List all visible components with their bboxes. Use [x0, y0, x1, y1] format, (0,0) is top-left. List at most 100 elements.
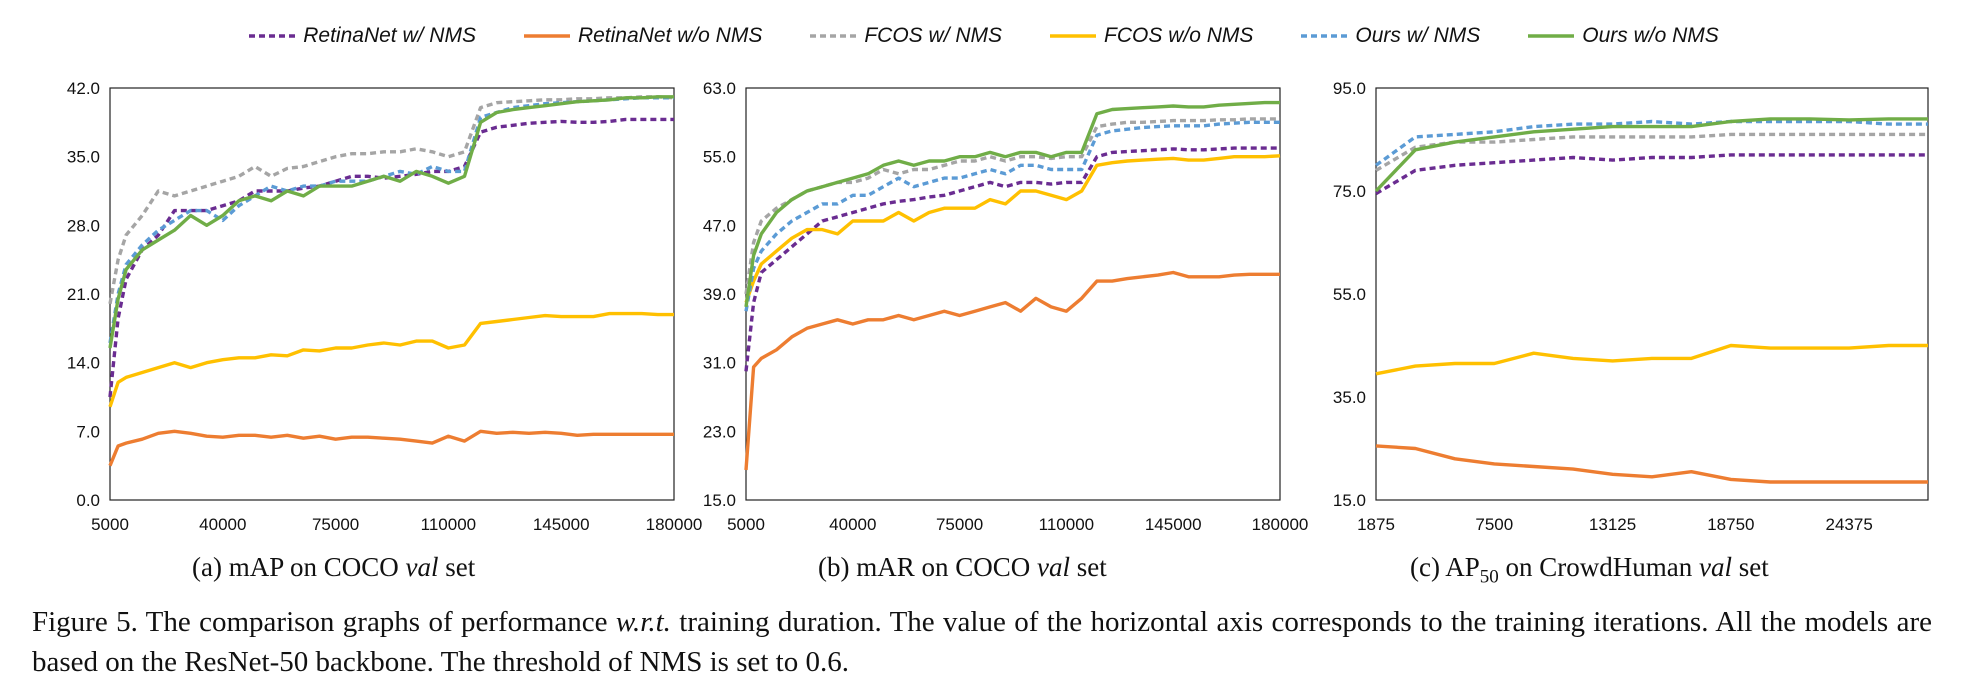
caption-b-em: val: [1037, 552, 1071, 582]
x-tick-label: 180000: [646, 515, 703, 534]
caption-c: (c) AP50 on CrowdHuman val set: [1410, 552, 1769, 588]
y-tick-label: 15.0: [1333, 491, 1366, 510]
series-line: [744, 100, 1280, 308]
chart-a: 0.0 7.0 14.0 21.0 28.0 35.0 42.0 5000 40000 75000…: [67, 79, 702, 534]
figure-caption-text-1: The comparison graphs of performance: [137, 606, 616, 638]
y-tick-label: 95.0: [1333, 79, 1366, 98]
series-line: [744, 120, 1280, 312]
x-tick-label: 5000: [727, 515, 765, 534]
series-line: [1375, 119, 1928, 167]
figure-caption-label: Figure 5.: [32, 606, 138, 638]
y-tick-label: 63.0: [703, 79, 736, 98]
x-tick-label: 7500: [1475, 515, 1513, 534]
legend-label: Ours w/o NMS: [1582, 24, 1719, 47]
series-line: [744, 270, 1280, 471]
figure-caption-text-2: training duration. The value of the hori…: [32, 606, 1932, 678]
legend-item: Ours w/ NMS: [1299, 24, 1480, 48]
caption-a-suffix: set: [438, 552, 476, 582]
legend-swatch: [1050, 34, 1097, 38]
plot-frame: [1375, 87, 1929, 501]
x-tick-label: 18750: [1707, 515, 1754, 534]
series-line: [744, 117, 1280, 295]
caption-a-em: val: [405, 552, 439, 582]
caption-c-mid: on CrowdHuman: [1498, 552, 1699, 582]
y-tick-label: 7.0: [76, 422, 100, 441]
series-line: [744, 146, 1280, 372]
y-tick-label: 75.0: [1333, 182, 1366, 201]
legend-label: RetinaNet w/ NMS: [303, 24, 476, 47]
plot-frame: [745, 87, 1281, 501]
x-tick-label: 75000: [936, 515, 983, 534]
legend-label: Ours w/ NMS: [1355, 24, 1481, 47]
y-tick-label: 42.0: [67, 79, 100, 98]
chart-b: 15.0 23.0 31.0 39.0 47.0 55.0 63.0 5000 40000 750…: [703, 79, 1308, 534]
legend-label: FCOS w/ NMS: [864, 24, 1003, 47]
legend-item: FCOS w/ NMS: [808, 24, 1002, 48]
caption-c-sub: 50: [1479, 566, 1499, 588]
x-tick-label: 75000: [312, 515, 359, 534]
x-tick-label: 1875: [1357, 515, 1395, 534]
y-tick-label: 39.0: [703, 285, 736, 304]
legend-swatch: [523, 34, 570, 38]
y-tick-label: 55.0: [1333, 285, 1366, 304]
caption-b: (b) mAR on COCO val set: [818, 552, 1107, 583]
y-tick-label: 55.0: [703, 148, 736, 167]
legend-item: Ours w/o NMS: [1526, 24, 1719, 48]
legend-swatch: [249, 34, 296, 38]
series-line: [1375, 343, 1928, 376]
series-line: [108, 95, 674, 349]
legend-label: RetinaNet w/o NMS: [577, 24, 763, 47]
series-line: [108, 96, 674, 344]
y-tick-label: 31.0: [703, 354, 736, 373]
y-tick-label: 35.0: [67, 148, 100, 167]
legend-swatch: [1528, 34, 1575, 38]
y-tick-label: 15.0: [703, 491, 736, 510]
legend-item: RetinaNet w/o NMS: [522, 24, 762, 48]
x-tick-label: 5000: [91, 515, 129, 534]
x-tick-label: 40000: [829, 515, 876, 534]
plot-frame: [109, 87, 675, 501]
x-tick-label: 110000: [421, 515, 476, 534]
y-tick-label: 21.0: [67, 285, 100, 304]
legend-swatch: [1301, 34, 1348, 38]
chart-c: 15.0 35.0 55.0 75.0 95.0 1875 7500 13125 18750 24…: [1333, 79, 1929, 534]
chart-legend: RetinaNet w/ NMS RetinaNet w/o NMS FCOS w/…: [0, 18, 1966, 54]
caption-a-prefix: (a) mAP on COCO: [192, 552, 406, 582]
caption-a: (a) mAP on COCO val set: [192, 552, 475, 583]
legend-label: FCOS w/o NMS: [1104, 24, 1254, 47]
series-line: [108, 117, 674, 398]
y-tick-label: 0.0: [76, 491, 100, 510]
x-tick-label: 180000: [1252, 515, 1309, 534]
x-tick-label: 145000: [1145, 515, 1202, 534]
y-tick-label: 23.0: [703, 422, 736, 441]
series-line: [1374, 117, 1928, 193]
y-tick-label: 35.0: [1333, 388, 1366, 407]
x-tick-label: 24375: [1826, 515, 1873, 534]
series-line: [1375, 132, 1928, 172]
y-tick-label: 28.0: [67, 216, 100, 235]
x-tick-label: 110000: [1039, 515, 1094, 534]
caption-c-em: val: [1698, 552, 1732, 582]
legend-item: FCOS w/o NMS: [1048, 24, 1253, 48]
y-tick-label: 47.0: [703, 216, 736, 235]
y-tick-label: 14.0: [67, 354, 100, 373]
series-line: [1375, 444, 1928, 484]
series-line: [1375, 153, 1928, 196]
x-tick-label: 13125: [1589, 515, 1636, 534]
figure-caption: Figure 5. The comparison graphs of perfo…: [32, 602, 1932, 682]
series-line: [108, 95, 675, 305]
figure-caption-em: w.r.t.: [615, 606, 671, 638]
legend-item: RetinaNet w/ NMS: [247, 24, 476, 48]
series-line: [108, 311, 674, 408]
x-tick-label: 145000: [533, 515, 590, 534]
caption-c-suffix: set: [1731, 552, 1769, 582]
series-line: [744, 154, 1281, 304]
caption-b-prefix: (b) mAR on COCO: [818, 552, 1038, 582]
caption-b-suffix: set: [1070, 552, 1107, 582]
caption-c-prefix: (c) AP: [1410, 552, 1480, 582]
x-tick-label: 40000: [199, 515, 246, 534]
legend-swatch: [810, 34, 857, 38]
series-line: [108, 429, 674, 467]
